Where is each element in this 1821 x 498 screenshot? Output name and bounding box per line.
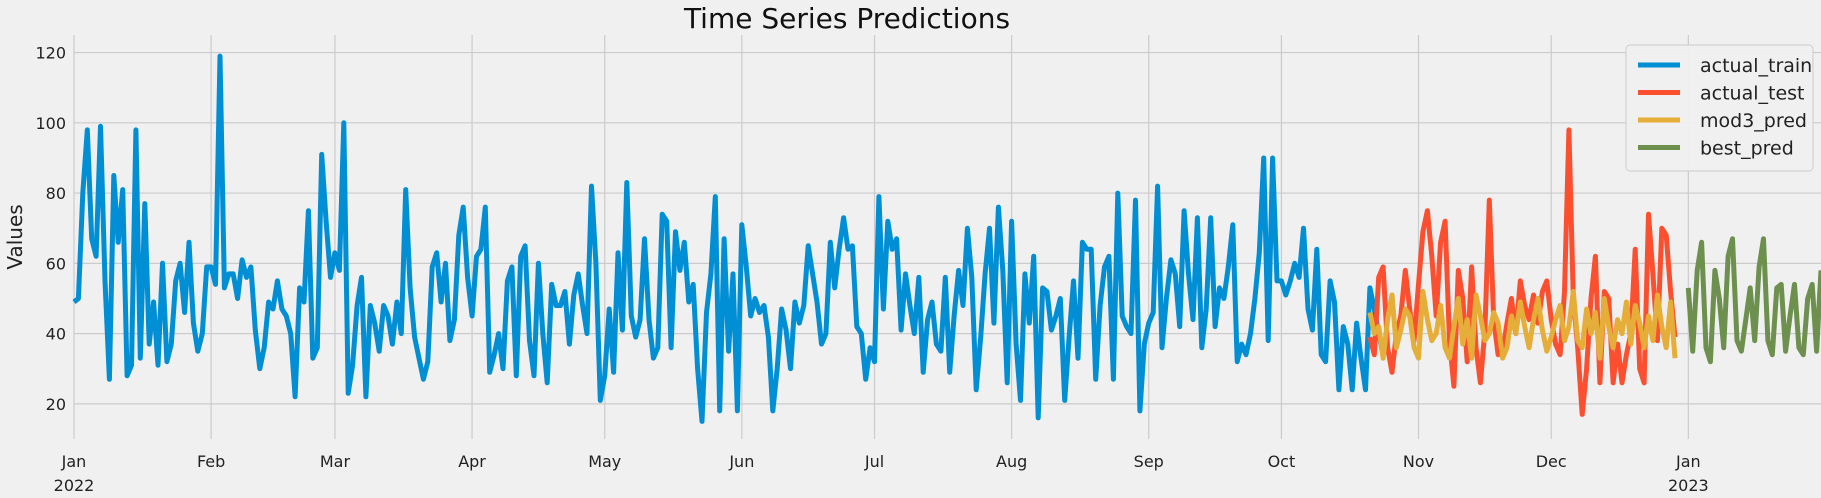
legend-label: actual_test — [1700, 83, 1805, 105]
x-tick-labels: Jan 2022 Feb Mar Apr May Jun Jul Aug Sep Oct Nov Dec… — [54, 452, 1709, 495]
legend-label: best_pred — [1700, 138, 1794, 160]
x-tick-label: Jan — [1675, 452, 1701, 471]
y-tick-label: 60 — [46, 254, 66, 273]
x-tick-label: Jul — [864, 452, 884, 471]
x-tick-label: May — [588, 452, 621, 471]
chart-title: Time Series Predictions — [683, 2, 1010, 35]
series-lines — [72, 53, 1821, 424]
legend: actual_train actual_test mod3_pred best_pre… — [1625, 44, 1814, 172]
series-line-best-pred — [1685, 236, 1821, 365]
x-tick-year-label: 2022 — [54, 476, 95, 495]
series-line-mod3-pred — [1367, 289, 1678, 361]
y-tick-label: 20 — [46, 395, 66, 414]
x-tick-label: Mar — [320, 452, 351, 471]
y-tick-label: 80 — [46, 184, 66, 203]
grid-lines — [73, 35, 1821, 439]
x-tick-label: Nov — [1403, 452, 1434, 471]
y-tick-label: 120 — [35, 44, 66, 63]
x-tick-year-label: 2023 — [1668, 476, 1709, 495]
x-tick-label: Jan — [61, 452, 87, 471]
y-axis-label: Values — [3, 204, 27, 269]
y-tick-label: 40 — [46, 325, 66, 344]
x-tick-label: Apr — [458, 452, 486, 471]
x-tick-label: Oct — [1268, 452, 1296, 471]
legend-box — [1625, 44, 1814, 172]
x-tick-label: Sep — [1134, 452, 1164, 471]
x-tick-label: Aug — [996, 452, 1027, 471]
y-tick-label: 100 — [35, 114, 66, 133]
legend-label: mod3_pred — [1700, 110, 1807, 132]
legend-label: actual_train — [1700, 55, 1812, 77]
series-line-actual-test — [1367, 127, 1678, 417]
x-tick-label: Dec — [1536, 452, 1567, 471]
x-tick-label: Feb — [197, 452, 225, 471]
y-tick-labels: 20 40 60 80 100 120 — [35, 44, 66, 414]
x-tick-label: Jun — [728, 452, 754, 471]
series-line-actual-train — [72, 53, 1386, 424]
